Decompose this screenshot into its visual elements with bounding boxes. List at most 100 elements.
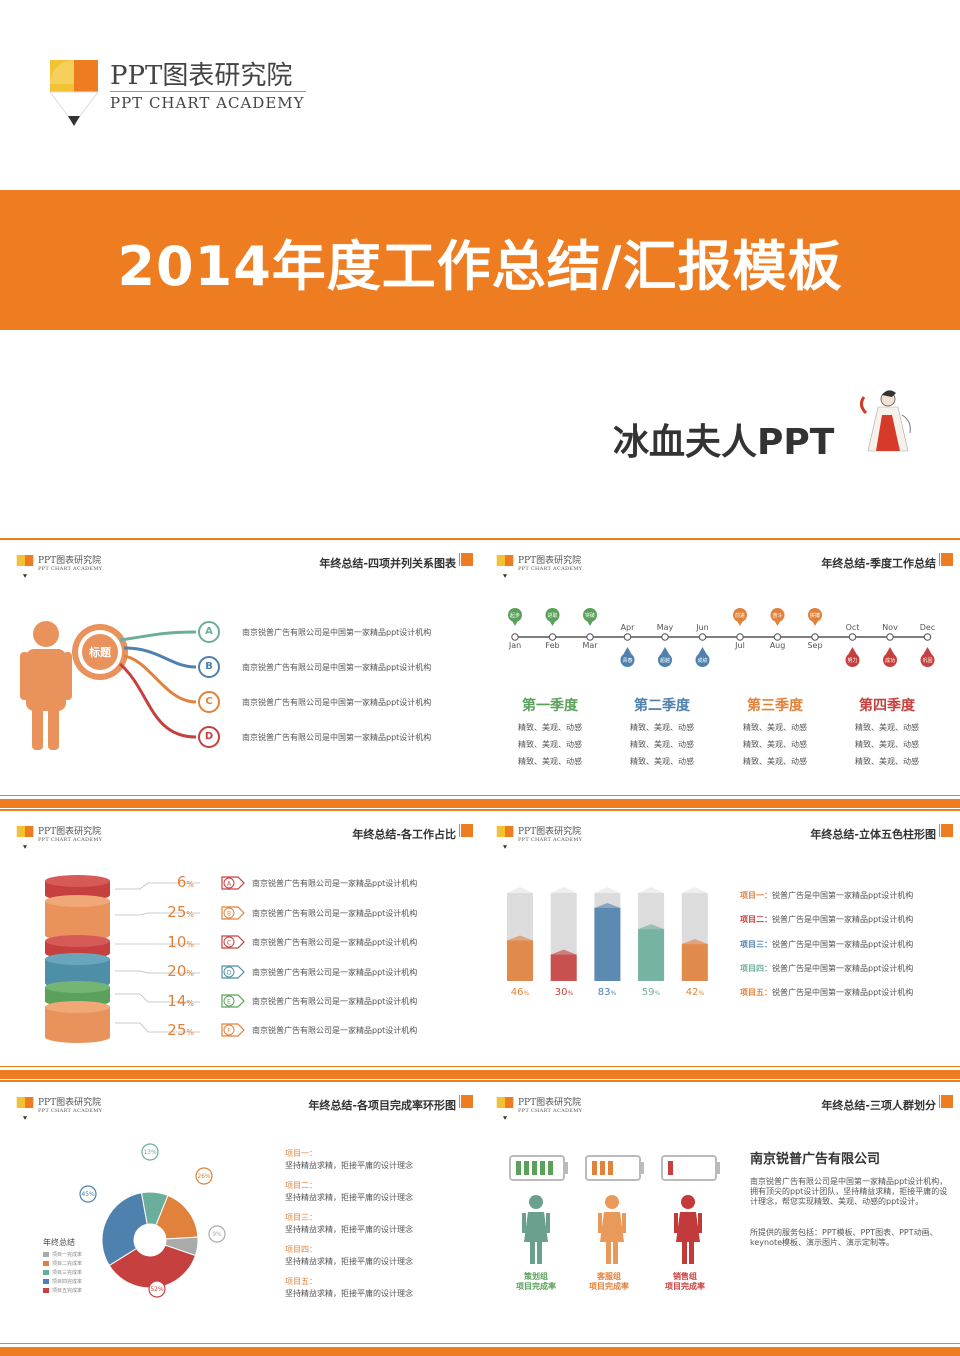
title-divider — [459, 1095, 460, 1108]
title-marker — [461, 553, 473, 566]
title-marker — [941, 553, 953, 566]
battery-icon — [509, 1155, 568, 1181]
project-item: 项目二： 坚持精益求精，拒接平庸的设计理念 — [285, 1181, 413, 1202]
pin-label: 超越 — [660, 657, 670, 664]
letter-marker-dot — [223, 907, 235, 919]
letter-marker-dot — [223, 966, 235, 978]
letter-marker-dot — [223, 1024, 235, 1036]
project-row: 项目二：锐普广告是中国第一家精品ppt设计机构 — [740, 915, 914, 924]
bar-fill — [507, 940, 533, 981]
group-label: 策划组 项目完成率 — [516, 1272, 556, 1291]
battery-bar — [516, 1161, 521, 1175]
bar-chart — [507, 887, 708, 981]
logo-subtitle: PPT CHART ACADEMY — [38, 1108, 103, 1114]
milestone-pin-icon: 巩固 — [920, 647, 935, 667]
pencil-logo-icon — [496, 555, 514, 578]
logo-subtitle: PPT CHART ACADEMY — [38, 837, 103, 843]
month-label: Jul — [735, 641, 745, 650]
logo-title: PPT图表研究院 — [110, 61, 293, 91]
title-marker — [461, 824, 473, 837]
timeline-dot — [511, 633, 519, 641]
month-label: Aug — [769, 641, 786, 650]
footer-rule — [480, 795, 960, 796]
donut-label: 52% — [150, 1286, 164, 1293]
month-label: Mar — [582, 641, 598, 650]
cover-title: 2014年度工作总结/汇报模板 — [117, 235, 843, 298]
logo-subtitle: PPT CHART ACADEMY — [518, 1108, 583, 1114]
pin-label: 奋斗 — [772, 612, 782, 619]
list-item: 南京锐普广告有限公司是一家精品ppt设计机构 — [252, 879, 418, 888]
letter-label: E — [227, 999, 231, 1006]
list-item: 南京锐普广告有限公司是中国第一家精品ppt设计机构 — [242, 663, 432, 672]
milestone-pin-icon: 超越 — [658, 647, 672, 667]
donut-callout: 52% — [148, 1280, 166, 1298]
milestone-pin-icon: 努力 — [845, 647, 860, 667]
milestone-pin-icon: 奋斗 — [770, 608, 785, 626]
quarter-line: 精致、美观、动感 — [630, 757, 694, 766]
slide-three-groups: PPT图表研究院 PPT CHART ACADEMY 年终总结-三项人群划分 策… — [480, 1080, 960, 1356]
letter-a: A — [205, 626, 213, 637]
company-services: 所提供的服务包括：PPT模板、PPT图表、PPT动画、keynote模板、演示图… — [750, 1228, 938, 1247]
company-name: 南京锐普广告有限公司 — [750, 1152, 881, 1167]
cover-author: 冰血夫人PPT — [613, 422, 835, 463]
logo-title: PPT图表研究院 — [38, 1098, 102, 1108]
logo-title: PPT图表研究院 — [518, 1098, 582, 1108]
pin-label: 拼搏 — [810, 612, 820, 619]
letter-marker-dot — [223, 936, 235, 948]
logo-title: PPT图表研究院 — [38, 827, 102, 837]
list-item: 南京锐普广告有限公司是一家精品ppt设计机构 — [252, 909, 418, 918]
legend-item: 项目三完成率 — [43, 1269, 82, 1276]
quarter-line: 精致、美观、动感 — [743, 723, 807, 732]
quarter-line: 精致、美观、动感 — [630, 723, 694, 732]
quarter-title: 第三季度 — [747, 698, 803, 714]
battery-bar — [668, 1161, 673, 1175]
slide-title: 年终总结-季度工作总结 — [821, 557, 936, 570]
group-label: 销售组 项目完成率 — [665, 1272, 705, 1291]
project-row: 项目三：锐普广告是中国第一家精品ppt设计机构 — [740, 940, 914, 949]
logo-title: PPT图表研究院 — [518, 556, 582, 566]
footer-bar — [0, 799, 480, 808]
milestone-pin-icon: 拼搏 — [808, 608, 822, 626]
timeline-dot — [698, 633, 707, 641]
milestone-pin-icon: 成功 — [883, 647, 897, 667]
slide-title: 年终总结-四项并列关系图表 — [319, 557, 456, 570]
pin-label: 前进 — [735, 612, 745, 619]
list-item: 南京锐普广告有限公司是一家精品ppt设计机构 — [252, 1026, 418, 1035]
footer-bar — [0, 1347, 480, 1356]
letter-c: C — [205, 696, 213, 707]
logo-subtitle: PPT CHART ACADEMY — [110, 94, 305, 112]
footer-bar — [480, 1070, 960, 1079]
month-label: Dec — [919, 623, 936, 632]
logo-title: PPT图表研究院 — [518, 827, 582, 837]
quarter-title: 第二季度 — [634, 698, 690, 714]
donut-slice — [101, 1192, 148, 1267]
battery-icon — [661, 1155, 720, 1181]
pencil-logo-icon — [49, 60, 99, 126]
timeline-dot — [586, 633, 594, 641]
month-label: Nov — [882, 623, 898, 632]
quarter-line: 精致、美观、动感 — [743, 740, 807, 749]
percent-value: 25% — [167, 1021, 194, 1039]
logo-title: PPT图表研究院 — [38, 556, 102, 566]
group-figures — [509, 1155, 720, 1264]
legend-item: 项目五完成率 — [43, 1287, 82, 1294]
donut-chart: 13% 26% 9% 52% 45% — [79, 1143, 226, 1298]
footer-rule — [480, 1343, 960, 1344]
quarter-line: 精致、美观、动感 — [855, 740, 919, 749]
battery-bar — [532, 1161, 537, 1175]
milestone-pin-icon: 起步 — [508, 608, 522, 626]
bar-label: 42% — [685, 987, 705, 998]
pencil-logo-icon — [16, 826, 34, 849]
footer-rule — [0, 1343, 480, 1344]
bar-label: 83% — [597, 987, 617, 998]
cover-slide: PPT图表研究院 PPT CHART ACADEMY 2014年度工作总结/汇报… — [0, 0, 960, 530]
letter-b: B — [205, 661, 213, 672]
slide-title: 年终总结-立体五色柱形图 — [810, 828, 936, 841]
milestone-pin-icon: 青春 — [620, 647, 635, 667]
legend-item: 项目二完成率 — [43, 1260, 82, 1267]
battery-bar — [600, 1161, 605, 1175]
pin-label: 巩固 — [922, 658, 932, 664]
logo-subtitle: PPT CHART ACADEMY — [518, 566, 583, 572]
person-icon — [598, 1195, 626, 1264]
battery-bar — [540, 1161, 545, 1175]
